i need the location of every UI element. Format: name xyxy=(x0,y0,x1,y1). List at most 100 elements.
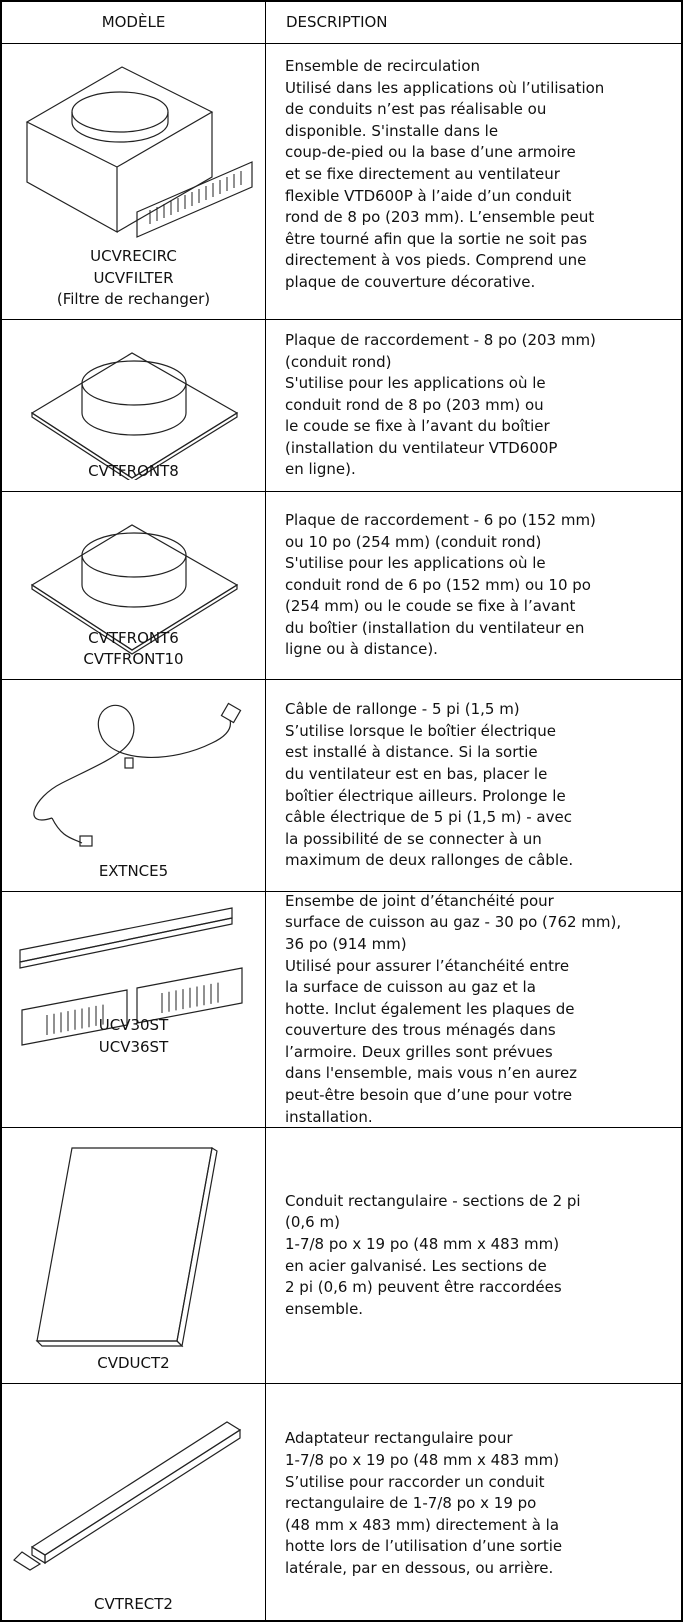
description-cell: Plaque de raccordement - 8 po (203 mm) (c… xyxy=(266,320,681,491)
model-name: CVTFRONT8 xyxy=(2,461,265,483)
description-line: installation. xyxy=(285,1107,373,1126)
description-line: Plaque de raccordement - 6 po (152 mm) xyxy=(285,510,596,529)
model-line: (Filtre de rechanger) xyxy=(56,290,211,309)
header-row: MODÈLE DESCRIPTION xyxy=(2,2,681,44)
description-line: Ensemble de recirculation xyxy=(285,57,481,75)
description-line: ou 10 po (254 mm) (conduit rond) xyxy=(285,532,542,551)
description-line: le coude se fixe à l’avant du boîtier xyxy=(285,417,550,436)
model-line: UCV30ST xyxy=(98,1016,169,1034)
table-row: UCVRECIRC UCVFILTER (Filtre de rechanger) E… xyxy=(2,44,681,320)
model-name: CVTFRONT6 CVTFRONT10 xyxy=(2,628,265,671)
description-line: (0,6 m) xyxy=(285,1213,340,1232)
description-cell: Ensemble de recirculation Utilisé dans le… xyxy=(266,44,681,319)
model-cell: UCVRECIRC UCVFILTER (Filtre de rechanger) xyxy=(2,44,266,319)
description-line: rectangulaire de 1-7/8 po x 19 po xyxy=(285,1494,537,1513)
description-line: hotte. Inclut également les plaques de xyxy=(285,999,575,1018)
model-line: CVTFRONT8 xyxy=(88,462,179,481)
description-line: de conduits n’est pas réalisable ou xyxy=(285,100,547,119)
model-name: UCV30ST UCV36ST xyxy=(2,1015,265,1058)
model-line: CVTFRONT10 xyxy=(83,650,184,669)
model-cell: UCV30ST UCV36ST xyxy=(2,892,266,1127)
description-line: Plaque de raccordement - 8 po (203 mm) xyxy=(285,330,596,349)
model-name: EXTNCE5 xyxy=(2,861,265,883)
table-row: EXTNCE5 Câble de rallonge - 5 pi (1,5 m) S… xyxy=(2,680,681,892)
description-line: 2 pi (0,6 m) peuvent être raccordées xyxy=(285,1278,562,1297)
description-line: en acier galvanisé. Les sections de xyxy=(285,1256,547,1275)
table-row: UCV30ST UCV36ST Ensembe de joint d’étanché… xyxy=(2,892,681,1128)
model-cell: EXTNCE5 xyxy=(2,680,266,891)
description-line: Conduit rectangulaire - sections de 2 pi xyxy=(285,1191,581,1210)
description-line: 1-7/8 po x 19 po (48 mm x 483 mm) xyxy=(285,1451,560,1470)
description-line: câble électrique de 5 pi (1,5 m) - avec xyxy=(285,808,572,827)
product-illustration xyxy=(19,907,243,1046)
model-line: UCVFILTER xyxy=(93,268,174,287)
description-line: coup-de-pied ou la base d’une armoire xyxy=(285,143,576,162)
description-line: directement à vos pieds. Comprend une xyxy=(285,251,587,270)
description-line: 36 po (914 mm) xyxy=(285,934,407,953)
table-row: CVTFRONT8 Plaque de raccordement - 8 po (… xyxy=(2,320,681,492)
description-line: conduit rond de 6 po (152 mm) ou 10 po xyxy=(285,575,591,594)
description-line: 1-7/8 po x 19 po (48 mm x 483 mm) xyxy=(285,1234,560,1253)
description-line: maximum de deux rallonges de câble. xyxy=(285,851,574,870)
table-row: CVTRECT2 Adaptateur rectangulaire pour 1-7… xyxy=(2,1384,681,1620)
description-line: (conduit rond) xyxy=(285,352,392,371)
model-name: CVTRECT2 xyxy=(2,1594,265,1616)
description-line: Câble de rallonge - 5 pi (1,5 m) xyxy=(285,700,520,719)
model-line: CVTRECT2 xyxy=(94,1595,173,1614)
description-line: (48 mm x 483 mm) directement à la xyxy=(285,1515,560,1534)
description-line: hotte lors de l’utilisation d’une sortie xyxy=(285,1537,563,1556)
description-line: boîtier électrique ailleurs. Prolonge le xyxy=(285,786,566,805)
model-name: CVDUCT2 xyxy=(2,1353,265,1375)
description-line: conduit rond de 8 po (203 mm) ou xyxy=(285,395,544,414)
description-line: Utilisé pour assurer l’étanchéité entre xyxy=(285,956,570,975)
description-line: du boîtier (installation du ventilateur … xyxy=(285,618,585,637)
description-line: en ligne). xyxy=(285,460,356,479)
description-line: couverture des trous ménagés dans xyxy=(285,1021,556,1040)
header-model: MODÈLE xyxy=(101,13,166,31)
description-cell: Adaptateur rectangulaire pour 1-7/8 po x … xyxy=(266,1384,681,1620)
table-row: CVDUCT2 Conduit rectangulaire - sections … xyxy=(2,1128,681,1384)
description-line: disponible. S'installe dans le xyxy=(285,121,499,140)
description-line: rond de 8 po (203 mm). L’ensemble peut xyxy=(285,208,595,227)
model-cell: CVTFRONT6 CVTFRONT10 xyxy=(2,492,266,679)
description-line: être tourné afin que la sortie ne soit p… xyxy=(285,229,588,248)
description-cell: Plaque de raccordement - 6 po (152 mm) ou… xyxy=(266,492,681,679)
description-line: (installation du ventilateur VTD600P xyxy=(285,438,558,457)
product-illustration xyxy=(35,1147,218,1348)
description-line: (254 mm) ou le coude se fixe à l’avant xyxy=(285,597,576,616)
product-illustration xyxy=(25,66,253,238)
description-line: Ensembe de joint d’étanchéité pour xyxy=(285,891,554,910)
model-line: UCV36ST xyxy=(98,1037,169,1056)
description-line: du ventilateur est en bas, placer le xyxy=(285,764,548,783)
description-line: la surface de cuisson au gaz et la xyxy=(285,978,536,997)
description-line: ligne ou à distance). xyxy=(285,640,438,659)
model-name: UCVRECIRC UCVFILTER (Filtre de rechanger) xyxy=(2,246,265,311)
model-line: EXTNCE5 xyxy=(98,862,169,881)
description-line: Adaptateur rectangulaire pour xyxy=(285,1429,513,1448)
table-row: CVTFRONT6 CVTFRONT10 Plaque de raccordemen… xyxy=(2,492,681,680)
description-line: la possibilité de se connecter à un xyxy=(285,829,542,848)
description-line: dans l'ensemble, mais vous n’en aurez xyxy=(285,1064,578,1083)
description-line: et se fixe directement au ventilateur xyxy=(285,164,560,183)
model-cell: CVTRECT2 xyxy=(2,1384,266,1620)
model-line: UCVRECIRC xyxy=(90,247,177,266)
product-illustration xyxy=(30,352,239,480)
description-line: S’utilise lorsque le boîtier électrique xyxy=(285,721,556,740)
description-line: S'utilise pour les applications où le xyxy=(285,554,546,573)
description-line: Utilisé dans les applications où l’utili… xyxy=(285,78,605,97)
description-cell: Ensembe de joint d’étanchéité pour surfac… xyxy=(266,892,681,1127)
description-line: est installé à distance. Si la sortie xyxy=(285,743,538,762)
product-illustration xyxy=(33,702,242,847)
description-line: flexible VTD600P à l’aide d’un conduit xyxy=(285,186,572,205)
description-line: S’utilise pour raccorder un conduit xyxy=(285,1472,545,1491)
product-illustration xyxy=(30,524,239,655)
description-line: ensemble. xyxy=(285,1299,364,1318)
description-cell: Conduit rectangulaire - sections de 2 pi… xyxy=(266,1128,681,1383)
description-line: l’armoire. Deux grilles sont prévues xyxy=(285,1042,553,1061)
product-illustration xyxy=(13,1421,242,1571)
description-line: latérale, par en dessous, ou arrière. xyxy=(285,1558,554,1577)
description-line: S'utilise pour les applications où le xyxy=(285,374,546,393)
description-line: peut-être besoin que d’une pour votre xyxy=(285,1086,573,1105)
model-cell: CVTFRONT8 xyxy=(2,320,266,491)
